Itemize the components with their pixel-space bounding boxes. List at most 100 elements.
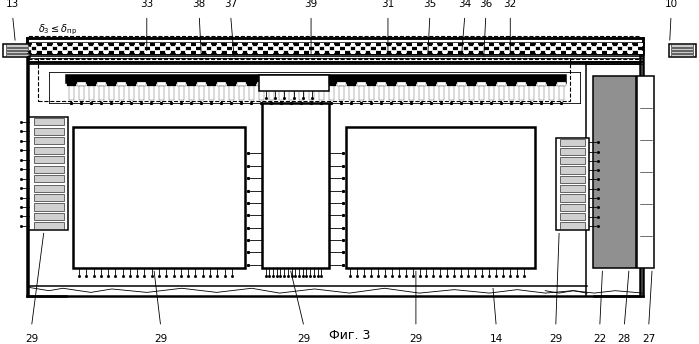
Bar [27, 47, 31, 50]
Bar [500, 51, 504, 54]
Bar [497, 82, 505, 86]
Bar [347, 82, 356, 86]
Bar [243, 47, 247, 50]
Bar [196, 51, 201, 54]
Bar [376, 51, 381, 54]
Bar [345, 47, 350, 50]
Bar [633, 47, 637, 50]
Bar [325, 51, 329, 54]
Bar [34, 213, 64, 220]
Bar [520, 51, 524, 54]
Bar [294, 43, 298, 46]
Bar [382, 47, 386, 50]
Bar [371, 47, 375, 50]
Bar [391, 51, 396, 54]
Bar [387, 82, 396, 86]
Bar [428, 51, 432, 54]
Bar [227, 82, 236, 86]
Bar [104, 43, 108, 46]
Bar [417, 47, 421, 50]
Bar [515, 51, 519, 54]
Bar [402, 51, 406, 54]
Bar [487, 82, 496, 86]
Bar [561, 43, 565, 46]
Bar [463, 47, 468, 50]
Bar [349, 86, 354, 100]
Bar [623, 43, 627, 46]
Bar [397, 47, 401, 50]
Bar [671, 51, 693, 53]
Bar [181, 47, 185, 50]
Bar [37, 47, 42, 50]
Bar [268, 43, 273, 46]
Bar [34, 118, 64, 125]
Bar [459, 47, 463, 50]
Bar [412, 47, 417, 50]
Bar [27, 43, 643, 54]
Bar [438, 51, 442, 54]
Bar [222, 43, 226, 46]
Bar [209, 86, 214, 100]
Bar [48, 43, 52, 46]
Bar [484, 43, 489, 46]
Bar [607, 43, 612, 46]
Bar [628, 47, 633, 50]
Bar [78, 43, 82, 46]
Bar [505, 43, 509, 46]
Bar [207, 51, 211, 54]
Bar [238, 47, 242, 50]
Bar [120, 47, 124, 50]
Bar [104, 47, 108, 50]
Bar [443, 51, 447, 54]
Bar [124, 47, 129, 50]
Bar [515, 47, 519, 50]
Bar [166, 51, 170, 54]
Bar [566, 43, 571, 46]
Bar [319, 43, 324, 46]
Bar [638, 47, 642, 50]
Bar [433, 47, 438, 50]
Bar [253, 43, 257, 46]
Bar [197, 82, 206, 86]
Bar [479, 47, 484, 50]
Bar [407, 51, 412, 54]
Bar [227, 47, 232, 50]
Bar [227, 51, 232, 54]
Bar [528, 86, 534, 100]
Bar [279, 43, 283, 46]
Bar [147, 82, 156, 86]
Bar [479, 86, 484, 100]
Bar [187, 82, 196, 86]
Bar [310, 51, 314, 54]
Bar [525, 43, 530, 46]
Bar [6, 48, 28, 50]
Text: 37: 37 [224, 0, 237, 9]
Bar [507, 82, 516, 86]
Bar [258, 51, 263, 54]
Bar [618, 51, 622, 54]
Bar [264, 51, 268, 54]
Bar [34, 194, 64, 201]
Bar [109, 43, 113, 46]
Bar [161, 51, 165, 54]
Bar [34, 147, 64, 154]
Bar [97, 82, 106, 86]
Bar [520, 47, 524, 50]
Bar [597, 51, 602, 54]
Bar [560, 176, 585, 183]
Bar [489, 86, 493, 100]
Bar [219, 86, 224, 100]
Bar [389, 86, 394, 100]
Bar [336, 43, 340, 46]
Bar [494, 51, 499, 54]
Bar [217, 82, 226, 86]
Bar [463, 43, 468, 46]
Bar [525, 47, 530, 50]
Bar [309, 86, 314, 100]
Bar [29, 117, 68, 230]
Bar [120, 51, 124, 54]
Bar [129, 86, 134, 100]
Bar [289, 43, 294, 46]
Bar [232, 47, 237, 50]
Bar [467, 82, 476, 86]
